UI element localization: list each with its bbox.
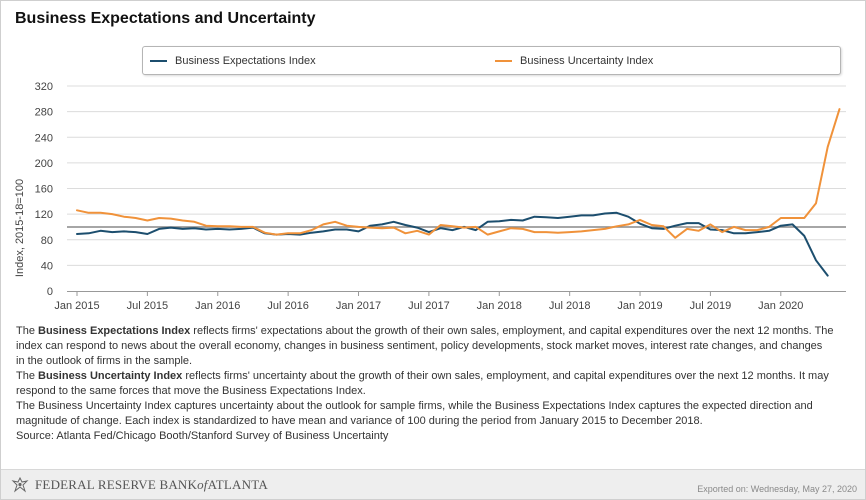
line-chart: 0 40 80 120 160 200 240 280 320 Index, 2015-18=1… bbox=[14, 81, 846, 312]
legend-label-bui: Business Uncertainty Index bbox=[520, 54, 654, 67]
desc-source: Source: Atlanta Fed/Chicago Booth/Stanfo… bbox=[16, 430, 389, 442]
y-tick-label: 320 bbox=[35, 81, 53, 93]
y-tick-label: 120 bbox=[35, 209, 53, 221]
x-tick-label: Jan 2019 bbox=[617, 300, 662, 312]
x-axis-ticks: Jan 2015 Jul 2015 Jan 2016 Jul 2016 Jan 2017… bbox=[54, 291, 803, 312]
y-tick-label: 280 bbox=[35, 107, 53, 119]
x-tick-label: Jan 2015 bbox=[54, 300, 99, 312]
legend-swatch-bei bbox=[150, 59, 167, 62]
desc-bei-line1: The Business Expectations Index reflects… bbox=[16, 325, 834, 337]
desc-bei-bold: Business Expectations Index bbox=[38, 325, 191, 337]
desc-compare-line1: The Business Uncertainty Index captures … bbox=[16, 400, 813, 412]
grid-lines bbox=[67, 85, 846, 266]
series-line-business-uncertainty bbox=[76, 108, 841, 239]
x-tick-label: Jul 2019 bbox=[690, 300, 732, 312]
desc-compare-line2: magnitude of change. Each index is stand… bbox=[16, 415, 703, 427]
export-date: Exported on: Wednesday, May 27, 2020 bbox=[697, 484, 857, 494]
legend-item-bei[interactable]: Business Expectations Index bbox=[150, 47, 316, 74]
desc-bui-line1: The Business Uncertainty Index reflects … bbox=[16, 370, 829, 382]
x-tick-label: Jul 2017 bbox=[408, 300, 450, 312]
eagle-icon bbox=[11, 476, 29, 493]
y-tick-label: 240 bbox=[35, 132, 53, 144]
legend-item-bui[interactable]: Business Uncertainty Index bbox=[495, 47, 653, 74]
series-line-business-expectations bbox=[76, 211, 829, 277]
x-tick-label: Jul 2016 bbox=[267, 300, 309, 312]
x-tick-label: Jul 2018 bbox=[549, 300, 591, 312]
x-tick-label: Jul 2015 bbox=[127, 300, 169, 312]
legend-label-bei: Business Expectations Index bbox=[175, 54, 316, 67]
desc-bei-line2: index can respond to news about the over… bbox=[16, 340, 823, 352]
x-tick-label: Jan 2018 bbox=[477, 300, 522, 312]
frb-atlanta-logo[interactable]: FEDERAL RESERVE BANK of ATLANTA bbox=[11, 476, 268, 494]
y-tick-label: 0 bbox=[47, 286, 53, 298]
chart-description: The Business Expectations Index reflects… bbox=[16, 324, 862, 444]
desc-bui-line2: respond to the same forces that move the… bbox=[16, 385, 366, 397]
x-tick-label: Jan 2017 bbox=[336, 300, 381, 312]
x-tick-label: Jan 2020 bbox=[758, 300, 803, 312]
legend-swatch-bui bbox=[495, 59, 512, 62]
y-axis-label: Index, 2015-18=100 bbox=[14, 179, 26, 277]
x-tick-label: Jan 2016 bbox=[195, 300, 240, 312]
footer: FEDERAL RESERVE BANK of ATLANTA Exported… bbox=[1, 469, 865, 499]
y-tick-label: 160 bbox=[35, 184, 53, 196]
chart-title: Business Expectations and Uncertainty bbox=[15, 10, 316, 27]
y-axis-ticks: 0 40 80 120 160 200 240 280 320 bbox=[35, 81, 53, 298]
y-tick-label: 40 bbox=[41, 260, 53, 272]
y-tick-label: 200 bbox=[35, 158, 53, 170]
y-tick-label: 80 bbox=[41, 235, 53, 247]
desc-bei-line3: in the outlook of firms in the sample. bbox=[16, 355, 193, 367]
series-group bbox=[76, 108, 841, 277]
legend: Business Expectations Index Business Unc… bbox=[142, 46, 841, 75]
desc-bui-bold: Business Uncertainty Index bbox=[38, 370, 183, 382]
